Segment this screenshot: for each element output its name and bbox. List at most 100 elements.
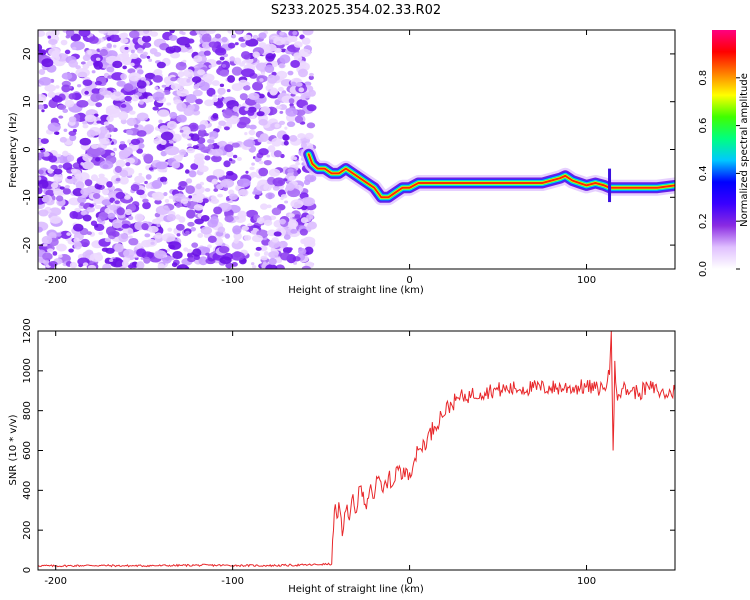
noise-speckle [191,242,199,248]
noise-speckle [108,108,121,118]
noise-speckle [170,52,181,59]
noise-speckle [307,221,317,230]
noise-speckle [263,219,273,226]
noise-speckle [289,135,298,142]
snr-x-ticks: -200 -100 0 100 [44,331,596,587]
noise-speckle [45,31,54,38]
snr-y-tick-label: 600 [22,441,33,460]
noise-speckle [291,81,297,87]
noise-speckle [76,100,89,108]
noise-speckle [273,150,282,158]
noise-speckle [166,213,176,222]
noise-speckle [152,106,159,111]
noise-speckle [294,214,301,219]
noise-speckle [86,148,102,158]
noise-speckle [240,68,255,78]
noise-speckle [294,115,304,124]
snr-series-line [38,331,675,568]
noise-speckle [264,64,275,74]
noise-speckle [298,87,305,93]
noise-speckle [227,75,236,83]
noise-speckle [79,202,85,207]
noise-speckle [47,168,54,174]
noise-speckle [120,103,127,108]
noise-speckle [187,143,193,147]
noise-speckle [288,98,295,104]
noise-speckle [123,83,134,92]
noise-speckle [204,155,211,161]
noise-speckle [179,129,184,133]
noise-speckle [176,233,181,237]
noise-speckle [213,206,223,215]
noise-speckle [91,88,101,95]
colorbar-tick-label: 0.0 [698,261,709,277]
noise-speckle [153,250,167,259]
noise-speckle [87,264,97,269]
noise-speckle [304,174,317,183]
colorbar-ramp [712,30,736,269]
noise-speckle [298,48,312,58]
noise-speckle [260,71,266,76]
snr-y-tick-label: 1000 [22,358,33,383]
noise-speckle [144,180,148,185]
noise-speckle [217,87,226,95]
noise-speckle [146,55,151,59]
noise-speckle [95,57,101,61]
noise-speckle [228,193,238,201]
noise-speckle [192,145,199,150]
noise-speckle [208,64,213,69]
noise-speckle [119,176,129,185]
noise-speckle [201,41,211,49]
noise-speckle [130,138,141,146]
noise-speckle [80,238,90,248]
noise-speckle [258,160,264,165]
noise-speckle [178,216,186,223]
noise-speckle [304,246,314,255]
noise-speckle [160,131,174,141]
noise-speckle [66,175,73,180]
noise-speckle [224,233,231,239]
noise-speckle [222,109,233,119]
noise-speckle [80,210,88,216]
noise-speckle [130,53,139,60]
noise-speckle [45,189,55,197]
noise-speckle [41,195,51,203]
noise-speckle [279,218,286,225]
noise-speckle [64,99,75,108]
noise-speckle [285,183,295,191]
noise-speckle [251,262,255,266]
noise-speckle [142,198,149,203]
colorbar-label: Normalized spectral amplitude [739,73,750,227]
snr-y-tick-label: 400 [22,481,33,500]
noise-speckle [142,42,152,48]
noise-speckle [142,51,148,56]
noise-speckle [99,160,114,170]
noise-speckle [136,248,147,258]
noise-speckle [288,175,296,181]
noise-speckle [104,237,112,243]
noise-speckle [197,198,204,203]
spectrogram-x-ticks: -200 -100 0 100 [44,30,596,286]
noise-speckle [40,138,49,144]
noise-speckle [99,87,108,96]
noise-speckle [148,167,154,171]
noise-speckle [63,128,68,132]
noise-speckle [128,72,141,82]
noise-speckle [279,54,291,64]
noise-speckle [254,103,261,110]
spectrogram-x-tick-label: 100 [577,275,596,286]
noise-speckle [143,256,151,264]
noise-speckle [86,231,92,236]
noise-speckle [284,126,288,130]
noise-speckle [243,85,251,91]
noise-speckle [278,63,286,69]
noise-speckle [38,179,49,189]
noise-speckle [114,243,124,253]
noise-speckle [223,160,231,168]
noise-speckle [154,232,163,239]
noise-speckle [153,137,162,145]
noise-speckle [226,89,231,93]
noise-speckle [211,155,222,163]
noise-speckle [48,155,58,163]
